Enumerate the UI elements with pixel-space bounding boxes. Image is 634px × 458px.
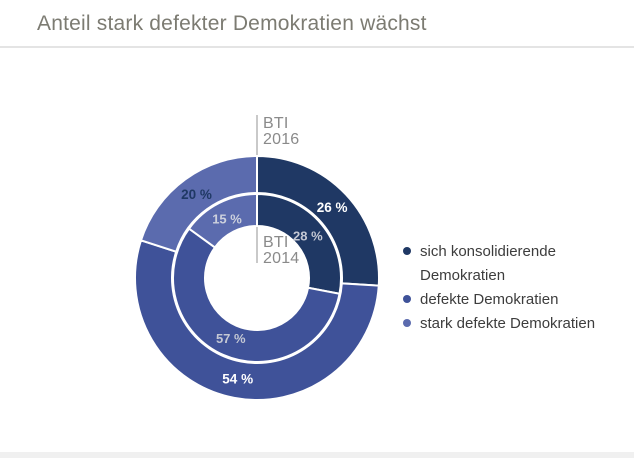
inner-ring-label-line1: BTI <box>263 234 289 251</box>
donut-data-label: 20 % <box>181 187 212 202</box>
legend-bullet-icon <box>403 295 411 304</box>
legend-item-label: sich konsolidierende Demokratien <box>420 243 556 284</box>
inner-ring-label-line2: 2014 <box>263 250 300 267</box>
outer-ring-label-line1: BTI <box>263 115 289 132</box>
legend-bullet-icon <box>403 319 411 328</box>
donut-data-label: 15 % <box>212 212 242 227</box>
donut-segment-bti-2014-1 <box>172 227 341 363</box>
title-divider <box>0 46 634 48</box>
inner-ring-label: BTI 2014 <box>263 235 299 267</box>
donut-data-label: 57 % <box>216 331 246 346</box>
outer-ring-label-line2: 2016 <box>263 131 300 148</box>
page-title: Anteil stark defekter Demokratien wächst <box>37 12 427 35</box>
donut-data-label: 26 % <box>317 200 348 215</box>
legend-item-konsolidierende: sich konsolidierende Demokratien <box>403 240 615 288</box>
donut-data-label: 54 % <box>222 372 253 387</box>
legend-item-defekte: defekte Demokratien <box>403 288 615 312</box>
double-donut-chart: 26 % 54 % 20 % 28 % 57 % 15 % <box>134 154 380 402</box>
donut-data-label: 28 % <box>293 228 323 243</box>
legend-bullet-icon <box>403 247 411 256</box>
legend-item-stark-defekte: stark defekte Demokratien <box>403 312 615 336</box>
outer-ring-label: BTI 2016 <box>263 116 299 148</box>
chart-legend: sich konsolidierende Demokratien defekte… <box>403 240 615 336</box>
legend-item-label: defekte Demokratien <box>420 291 559 308</box>
bottom-strip <box>0 452 634 458</box>
legend-item-label: stark defekte Demokratien <box>420 315 596 332</box>
donut-segment-bti-2014-2 <box>187 192 258 249</box>
